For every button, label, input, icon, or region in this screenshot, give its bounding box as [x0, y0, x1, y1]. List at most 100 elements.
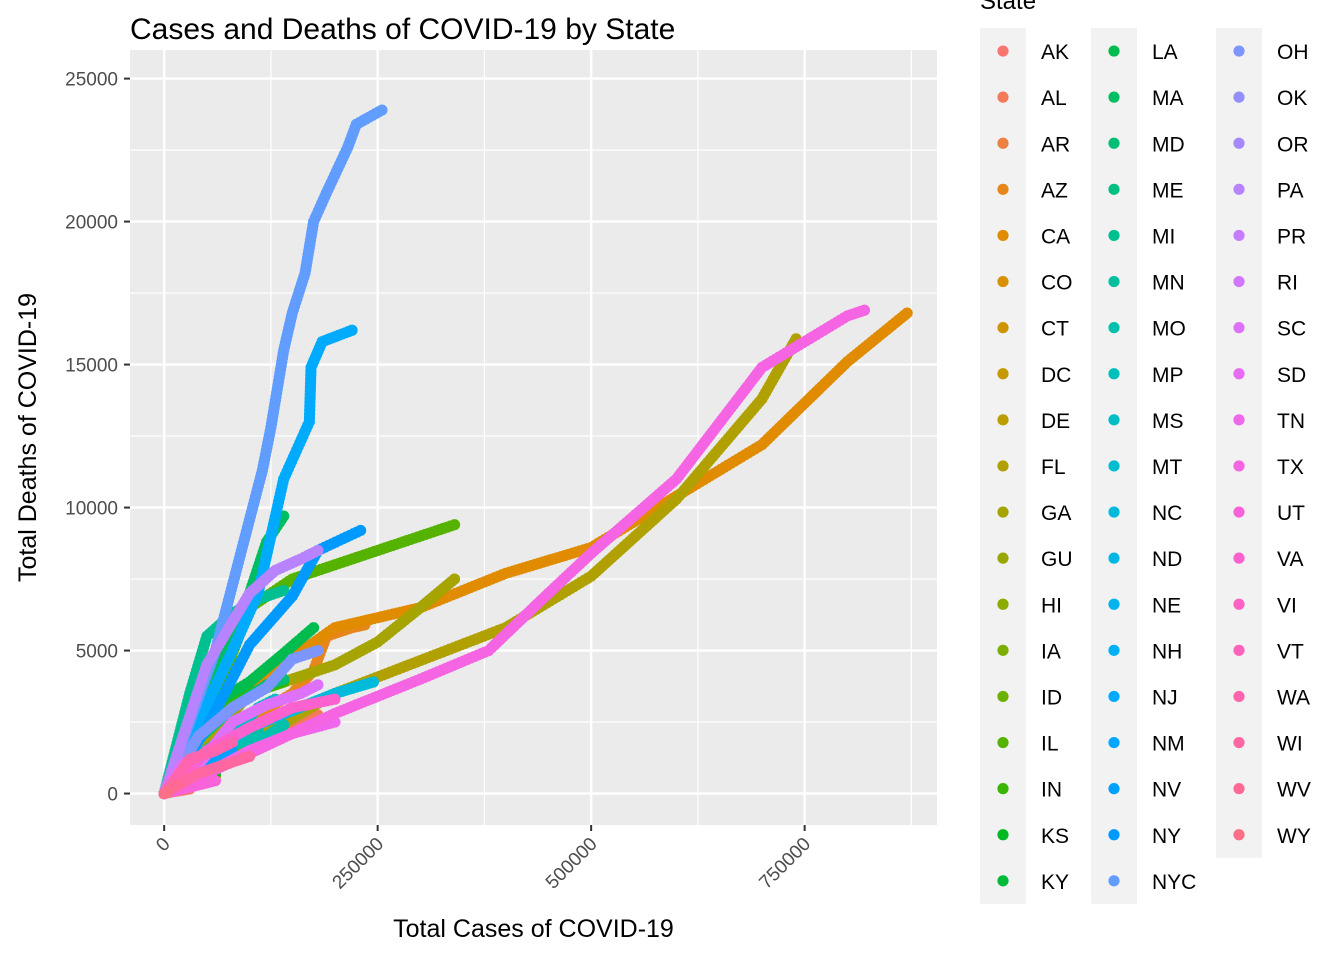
legend-label-in: IN	[1041, 779, 1062, 802]
x-tick-label: 250000	[329, 834, 389, 894]
legend-key-nh	[1108, 644, 1120, 656]
legend-label-sd: SD	[1277, 364, 1306, 387]
legend-label-ar: AR	[1041, 133, 1070, 156]
legend-key-vi	[1233, 598, 1245, 610]
legend-key-mo	[1108, 322, 1120, 334]
data-points	[158, 104, 913, 800]
legend-key-column	[1216, 28, 1262, 858]
legend-key-nj	[1108, 690, 1120, 703]
data-point-la	[308, 622, 320, 634]
data-point-wy	[161, 786, 174, 798]
legend-label-vt: VT	[1277, 640, 1304, 663]
legend-label-nd: ND	[1152, 548, 1182, 571]
legend-key-mi	[1108, 229, 1120, 242]
x-tick-label: 500000	[542, 834, 602, 894]
legend-key-nm	[1108, 736, 1120, 749]
legend-label-me: ME	[1152, 179, 1184, 202]
legend-key-ny	[1108, 829, 1120, 841]
legend-key-co	[997, 275, 1009, 288]
data-point-nc	[367, 676, 379, 688]
y-axis-title: Total Deaths of COVID-19	[14, 293, 42, 582]
legend-key-de	[997, 414, 1009, 426]
legend-label-az: AZ	[1041, 179, 1068, 202]
legend-key-sd	[1233, 368, 1245, 380]
legend-key-me	[1108, 183, 1120, 195]
legend-label-mn: MN	[1152, 272, 1185, 295]
y-tick-label: 0	[107, 785, 118, 806]
legend-label-id: ID	[1041, 686, 1062, 709]
legend-label-pr: PR	[1277, 225, 1306, 248]
legend-key-in	[997, 783, 1009, 795]
legend-label-mp: MP	[1152, 364, 1184, 387]
legend-label-ri: RI	[1277, 272, 1298, 295]
legend-label-nj: NJ	[1152, 686, 1178, 709]
data-point-ca	[901, 307, 913, 319]
legend-label-ky: KY	[1041, 871, 1069, 894]
legend-label-dc: DC	[1041, 364, 1071, 387]
legend-key-il	[997, 736, 1009, 749]
legend-key-md	[1108, 137, 1120, 149]
legend-label-co: CO	[1041, 272, 1073, 295]
legend-label-mi: MI	[1152, 225, 1175, 248]
legend-label-ga: GA	[1041, 502, 1071, 525]
y-tick-label: 25000	[65, 70, 118, 91]
legend-key-mn	[1108, 275, 1120, 288]
data-point-nyc	[376, 104, 388, 116]
legend-key-tx	[1233, 460, 1245, 472]
legend-label-md: MD	[1152, 133, 1185, 156]
legend-title: State	[980, 0, 1036, 15]
legend-label-ak: AK	[1041, 41, 1069, 64]
legend-label-ct: CT	[1041, 318, 1069, 341]
x-axis-title: Total Cases of COVID-19	[393, 915, 674, 943]
data-point-ny	[354, 524, 367, 537]
legend-key-mt	[1108, 460, 1120, 472]
y-tick-label: 15000	[65, 356, 118, 377]
data-point-wv	[171, 779, 183, 791]
legend-label-hi: HI	[1041, 594, 1062, 617]
legend-label-sc: SC	[1277, 318, 1306, 341]
legend-key-or	[1233, 137, 1245, 149]
legend-label-fl: FL	[1041, 456, 1066, 479]
legend-label-il: IL	[1041, 733, 1059, 756]
legend-key-la	[1108, 45, 1120, 57]
legend-key-va	[1233, 552, 1245, 564]
legend-label-al: AL	[1041, 87, 1067, 110]
legend-key-az	[997, 183, 1009, 195]
legend-key-wy	[1233, 829, 1245, 841]
legend-key-sc	[1233, 322, 1245, 334]
legend-label-ks: KS	[1041, 825, 1069, 848]
legend-key-wi	[1233, 736, 1245, 749]
data-point-ut	[209, 775, 221, 787]
legend-label-ne: NE	[1152, 594, 1181, 617]
legend-label-wv: WV	[1277, 779, 1311, 802]
legend-label-nm: NM	[1152, 733, 1185, 756]
legend-label-gu: GU	[1041, 548, 1073, 571]
legend-key-pa	[1233, 183, 1245, 195]
data-point-mi	[278, 584, 290, 597]
x-tick-label: 750000	[755, 834, 815, 894]
legend-key-ri	[1233, 275, 1245, 288]
legend-label-vi: VI	[1277, 594, 1297, 617]
data-point-ga	[448, 573, 461, 585]
legend-key-ar	[997, 137, 1009, 149]
legend-key-ia	[997, 644, 1009, 656]
legend-key-ma	[1108, 91, 1120, 103]
legend-key-oh	[1233, 45, 1245, 57]
y-tick-label: 20000	[65, 213, 118, 234]
legend-label-wa: WA	[1277, 686, 1310, 709]
legend-key-mp	[1108, 368, 1120, 380]
legend-key-ut	[1233, 506, 1245, 518]
legend-label-mo: MO	[1152, 318, 1186, 341]
legend-key-nyc	[1108, 875, 1120, 887]
legend-label-ok: OK	[1277, 87, 1307, 110]
legend-label-tx: TX	[1277, 456, 1304, 479]
legend-key-tn	[1233, 414, 1245, 426]
legend-label-tn: TN	[1277, 410, 1305, 433]
legend-label-ca: CA	[1041, 225, 1070, 248]
data-point-va	[329, 693, 341, 705]
legend-key-wv	[1233, 783, 1245, 795]
legend-label-mt: MT	[1152, 456, 1182, 479]
x-tick-label: 0	[152, 834, 174, 856]
data-point-oh	[312, 644, 324, 657]
legend-key-pr	[1233, 229, 1245, 242]
